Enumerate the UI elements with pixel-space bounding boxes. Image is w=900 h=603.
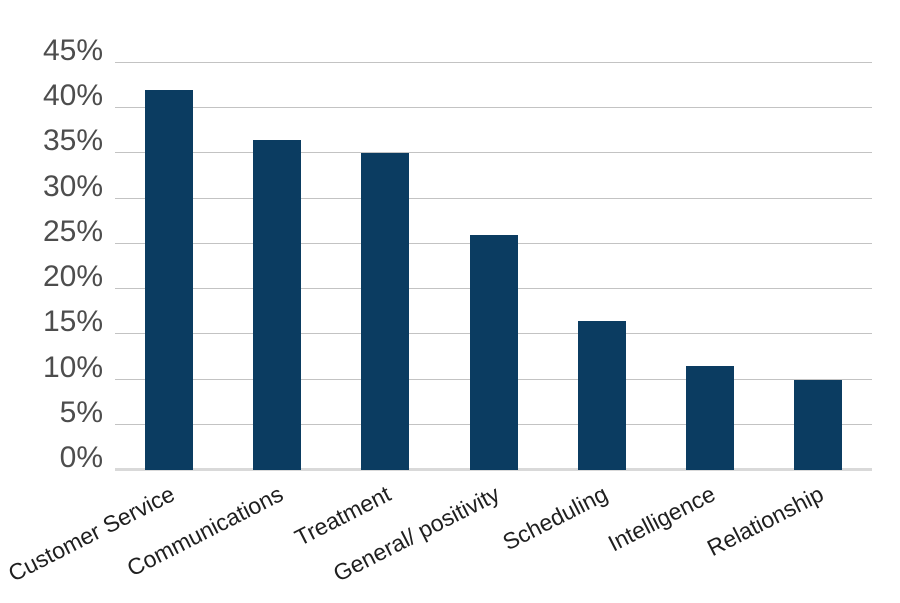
y-tick-label-0: 0% xyxy=(59,441,103,474)
y-tick-label-30: 30% xyxy=(42,169,103,203)
y-tick-label-20: 20% xyxy=(42,260,103,294)
bar-treatment xyxy=(361,153,410,470)
bar-intelligence xyxy=(685,366,734,470)
x-tick-label-scheduling: Scheduling xyxy=(498,480,612,556)
y-axis: 0% 5% 10% 15% 20% 25% 30% 35% 40% 45% xyxy=(0,34,105,474)
y-tick-label-5: 5% xyxy=(59,395,103,429)
gridline-35 xyxy=(115,152,872,154)
plot-area xyxy=(115,62,872,471)
x-tick-label-relationship: Relationship xyxy=(703,480,828,562)
y-tick-label-15: 15% xyxy=(42,305,103,339)
y-tick-label-35: 35% xyxy=(42,124,103,158)
y-tick-label-40: 40% xyxy=(42,79,103,113)
bar-scheduling xyxy=(577,320,626,470)
bar-communications xyxy=(253,139,302,470)
x-axis: Customer Service Communications Treatment G… xyxy=(4,470,872,603)
bar-general-positivity xyxy=(469,234,518,470)
gridline-30 xyxy=(115,197,872,199)
gridline-45 xyxy=(115,62,872,63)
x-tick-label-intelligence: Intelligence xyxy=(604,480,720,557)
y-tick-label-45: 45% xyxy=(42,34,103,67)
bar-customer-service xyxy=(145,90,194,470)
gridline-40 xyxy=(115,107,872,109)
bar-relationship xyxy=(793,379,842,470)
y-tick-label-10: 10% xyxy=(42,350,103,384)
y-tick-label-25: 25% xyxy=(42,214,103,248)
